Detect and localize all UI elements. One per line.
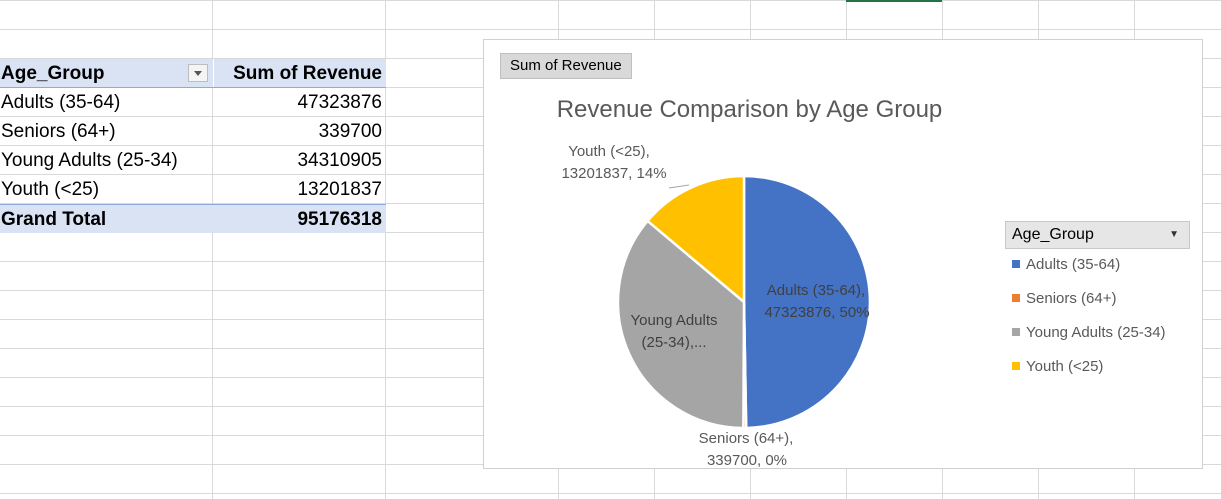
row-label-header: Age_Group (1, 63, 105, 84)
grid-row-line (0, 0, 1221, 1)
data-label-young-adults-line1: Young Adults (630, 312, 717, 329)
row-label: Seniors (64+) (1, 121, 116, 142)
legend-swatch (1012, 260, 1020, 269)
grid-row-line (0, 29, 1221, 30)
grand-total-value: 95176318 (297, 209, 382, 230)
legend-item-seniors[interactable]: Seniors (64+) (1012, 289, 1116, 309)
legend-swatch (1012, 294, 1020, 303)
pie-slice-youth[interactable] (645, 174, 746, 305)
data-label-youth-line2: 13201837, 14% (561, 165, 666, 182)
data-label-adults-line2: 47323876, 50% (764, 304, 869, 321)
pivot-row[interactable]: Adults (35-64) 47323876 (0, 88, 386, 116)
legend-label: Adults (35-64) (1026, 256, 1121, 273)
legend-label: Youth (<25) (1026, 358, 1104, 375)
legend-item-adults[interactable]: Adults (35-64) (1012, 255, 1120, 275)
youth-leader-line (668, 184, 690, 189)
value-header: Sum of Revenue (233, 63, 382, 84)
legend-label: Young Adults (25-34) (1026, 324, 1166, 341)
row-label: Young Adults (25-34) (1, 150, 178, 171)
data-label-seniors-line2: 339700, 0% (707, 452, 787, 468)
pivot-row[interactable]: Youth (<25) 13201837 (0, 175, 386, 203)
data-label-adults-line1: Adults (35-64), (767, 282, 865, 299)
row-value: 339700 (318, 121, 382, 142)
grid-row-line (0, 493, 1221, 494)
grid-column-line (212, 0, 213, 499)
grand-total-label: Grand Total (1, 209, 107, 230)
row-label: Youth (<25) (1, 179, 100, 200)
pivot-header-row: Age_Group Sum of Revenue (0, 59, 386, 88)
pie-chart[interactable]: Sum of Revenue Revenue Comparison by Age… (483, 39, 1203, 469)
pie-slice-young-adults[interactable] (616, 219, 746, 430)
data-label-young-adults-line2: (25-34),... (641, 334, 706, 351)
legend-item-young-adults[interactable]: Young Adults (25-34) (1012, 323, 1166, 343)
legend-swatch (1012, 328, 1020, 337)
data-label-seniors-line1: Seniors (64+), (699, 430, 794, 447)
chevron-down-icon (194, 70, 202, 76)
chart-title[interactable]: Revenue Comparison by Age Group (556, 96, 943, 123)
pivot-row[interactable]: Seniors (64+) 339700 (0, 117, 386, 145)
legend-title: Age_Group (1012, 226, 1094, 243)
header-divider (213, 59, 214, 87)
chevron-down-icon: ▼ (1169, 229, 1179, 240)
row-value: 13201837 (297, 179, 382, 200)
legend-swatch (1012, 362, 1020, 371)
pivot-row[interactable]: Young Adults (25-34) 34310905 (0, 146, 386, 174)
grand-total-row[interactable]: Grand Total 95176318 (0, 204, 386, 233)
legend-item-youth[interactable]: Youth (<25) (1012, 357, 1103, 377)
value-field-button[interactable]: Sum of Revenue (500, 53, 632, 79)
filter-dropdown-button[interactable] (188, 64, 208, 82)
grid-column-line (385, 0, 386, 499)
legend-filter-button[interactable]: Age_Group ▼ (1005, 221, 1190, 249)
pie-slice-adults[interactable] (742, 174, 872, 430)
legend-label: Seniors (64+) (1026, 290, 1117, 307)
row-value: 34310905 (297, 150, 382, 171)
row-label: Adults (35-64) (1, 92, 121, 113)
selected-column-indicator (846, 0, 942, 2)
data-label-youth-line1: Youth (<25), (568, 143, 650, 160)
row-value: 47323876 (297, 92, 382, 113)
chart-plot-area: Youth (<25), 13201837, 14% Adults (35-64… (561, 143, 872, 468)
